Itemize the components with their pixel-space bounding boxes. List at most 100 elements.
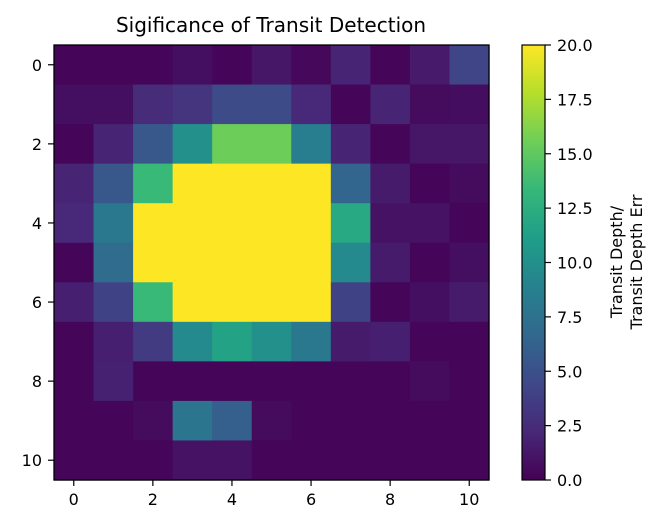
y-tick-label-8: 8 (32, 372, 42, 391)
y-tick-label-10: 10 (22, 451, 42, 470)
heatmap-cell-r3-c7 (330, 163, 371, 204)
heatmap-cell-r4-c6 (291, 203, 332, 244)
heatmap-cell-r6-c3 (172, 282, 213, 323)
heatmap-cell-r6-c5 (251, 282, 292, 323)
heatmap-cell-r1-c5 (251, 84, 292, 125)
axes-frame (53, 44, 490, 481)
heatmap-cell-r1-c9 (409, 84, 451, 125)
heatmap-cell-r6-c8 (370, 282, 411, 323)
heatmap-cell-r0-c2 (133, 45, 174, 86)
x-tick-label-6: 6 (306, 490, 316, 509)
heatmap-cell-r6-c0 (54, 282, 95, 323)
heatmap-cell-r5-c4 (212, 242, 253, 283)
heatmap-cell-r5-c5 (251, 242, 292, 283)
heatmap-cell-r10-c1 (93, 440, 134, 481)
heatmap-cell-r8-c10 (449, 361, 490, 402)
heatmap-cell-r9-c9 (409, 400, 451, 442)
heatmap-cell-r4-c5 (251, 203, 292, 244)
heatmap-cell-r2-c8 (370, 124, 411, 165)
heatmap-cell-r8-c4 (212, 361, 253, 402)
x-axis-ticks: 0 2 4 6 8 10 (69, 480, 479, 509)
heatmap-cell-r8-c8 (370, 361, 411, 402)
heatmap-cell-r10-c6 (291, 440, 332, 481)
heatmap-cell-r2-c1 (93, 124, 134, 165)
heatmap-cell-r8-c3 (172, 361, 213, 402)
y-tick-label-4: 4 (32, 214, 42, 233)
heatmap-cell-r3-c5 (251, 163, 292, 204)
heatmap-cell-r8-c9 (409, 361, 451, 402)
heatmap-cell-r3-c9 (409, 163, 451, 204)
colorbar-tick-label-2.5: 2.5 (557, 417, 582, 436)
heatmap-cell-r10-c5 (251, 440, 292, 481)
heatmap-cell-r1-c8 (370, 84, 411, 125)
colorbar-tick-label-12.5: 12.5 (557, 199, 593, 218)
heatmap-cell-r2-c0 (54, 124, 95, 165)
heatmap-cell-r9-c4 (212, 400, 253, 442)
heatmap-cell-r3-c6 (291, 163, 332, 204)
heatmap-cell-r3-c2 (133, 163, 174, 204)
heatmap-cell-r10-c0 (54, 440, 95, 481)
heatmap-cell-r3-c4 (212, 163, 253, 204)
heatmap-cell-r6-c2 (133, 282, 174, 323)
heatmap-cell-r1-c6 (291, 84, 332, 125)
heatmap-cell-r0-c4 (212, 45, 253, 86)
heatmap-cell-r0-c10 (449, 45, 490, 86)
heatmap-cell-r0-c3 (172, 45, 213, 86)
heatmap-cell-r7-c1 (93, 321, 134, 362)
heatmap-cell-r10-c4 (212, 440, 253, 481)
heatmap-cell-r0-c1 (93, 45, 134, 86)
heatmap-cell-r1-c2 (133, 84, 174, 125)
heatmap-cell-r10-c8 (370, 440, 411, 481)
heatmap-cell-r9-c10 (449, 400, 490, 442)
heatmap-cell-r9-c2 (133, 400, 174, 442)
colorbar-tick-label-17.5: 17.5 (557, 90, 593, 109)
heatmap-cell-r5-c10 (449, 242, 490, 283)
colorbar-label-line-1: Transit Depth/ (607, 205, 626, 319)
heatmap-cell-r3-c3 (172, 163, 213, 204)
heatmap-cell-r2-c5 (251, 124, 292, 165)
heatmap-cell-r2-c6 (291, 124, 332, 165)
heatmap-cell-r7-c3 (172, 321, 213, 362)
heatmap-cell-r6-c10 (449, 282, 490, 323)
heatmap-cell-r7-c7 (330, 321, 371, 362)
heatmap-cell-r8-c0 (54, 361, 95, 402)
heatmap-cell-r6-c1 (93, 282, 134, 323)
heatmap-cell-r6-c9 (409, 282, 451, 323)
heatmap-cell-r4-c2 (133, 203, 174, 244)
heatmap-cell-r7-c5 (251, 321, 292, 362)
heatmap-cell-r1-c1 (93, 84, 134, 125)
heatmap-cell-r4-c1 (93, 203, 134, 244)
heatmap-cell-r2-c7 (330, 124, 371, 165)
heatmap-cell-r0-c6 (291, 45, 332, 86)
heatmap-cell-r2-c9 (409, 124, 451, 165)
heatmap-cell-r3-c10 (449, 163, 490, 204)
heatmap-cell-r5-c3 (172, 242, 213, 283)
x-tick-label-0: 0 (69, 490, 79, 509)
heatmap-cell-r2-c10 (449, 124, 490, 165)
heatmap-cell-r4-c0 (54, 203, 95, 244)
heatmap-cell-r9-c3 (172, 400, 213, 442)
heatmap-cell-r10-c2 (133, 440, 174, 481)
heatmap-cell-r4-c3 (172, 203, 213, 244)
colorbar-tick-label-10.0: 10.0 (557, 254, 593, 273)
heatmap-cell-r7-c10 (449, 321, 490, 362)
heatmap-cell-r0-c0 (54, 45, 95, 86)
heatmap-cell-r1-c3 (172, 84, 213, 125)
heatmap-cell-r1-c7 (330, 84, 371, 125)
heatmap-cell-r7-c8 (370, 321, 411, 362)
heatmap-cell-r10-c7 (330, 440, 371, 481)
heatmap-cell-r6-c4 (212, 282, 253, 323)
y-axis-ticks: 0 2 4 6 8 10 (22, 56, 54, 470)
heatmap-cell-r7-c4 (212, 321, 253, 362)
chart-title: Sigificance of Transit Detection (116, 13, 426, 37)
heatmap-cell-r1-c0 (54, 84, 95, 125)
heatmap-cell-r8-c1 (93, 361, 134, 402)
heatmap-cell-r3-c8 (370, 163, 411, 204)
heatmap-cell-r5-c7 (330, 242, 371, 283)
heatmap-cell-r4-c10 (449, 203, 490, 244)
heatmap-cell-r10-c10 (449, 440, 490, 481)
heatmap-cell-r1-c10 (449, 84, 490, 125)
heatmap-cell-r9-c7 (330, 400, 371, 442)
colorbar (521, 44, 546, 481)
